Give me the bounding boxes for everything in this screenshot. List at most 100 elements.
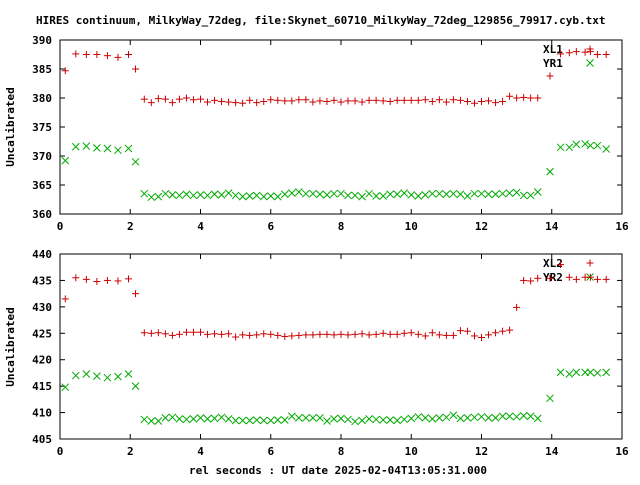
data-point-yr2: [175, 415, 184, 423]
data-point-xl1: [365, 96, 373, 104]
data-point-xl2: [534, 274, 542, 282]
data-point-xl1: [211, 96, 219, 104]
data-point-xl1: [309, 98, 317, 106]
x-tick-label: 8: [338, 220, 345, 233]
data-point-yr2: [358, 416, 366, 425]
data-point-xl2: [197, 328, 204, 336]
data-point-xl2: [218, 330, 226, 338]
data-point-yr1: [238, 192, 247, 201]
data-point-xl2: [400, 329, 408, 337]
data-point-xl1: [288, 97, 296, 105]
data-point-xl1: [204, 98, 212, 106]
data-point-yr1: [114, 146, 122, 155]
data-point-yr2: [302, 414, 310, 422]
data-point-yr2: [147, 417, 156, 425]
data-point-xl2: [365, 331, 373, 339]
data-point-xl2: [428, 329, 436, 337]
data-point-yr1: [505, 189, 514, 197]
data-point-yr2: [273, 416, 282, 424]
data-point-xl2: [527, 277, 535, 285]
data-point-xl2: [316, 330, 324, 338]
y-tick-label: 380: [32, 92, 52, 105]
data-point-xl1: [323, 97, 331, 105]
data-point-yr2: [203, 415, 212, 423]
data-point-yr1: [302, 189, 310, 198]
data-point-yr1: [103, 144, 112, 153]
data-point-xl1: [463, 97, 471, 105]
data-point-yr1: [435, 189, 444, 198]
data-point-yr2: [546, 394, 554, 403]
data-point-yr1: [463, 192, 472, 200]
data-point-yr2: [602, 368, 611, 377]
data-point-yr2: [400, 415, 409, 424]
data-point-xl1: [593, 51, 601, 58]
data-point-xl1: [393, 96, 401, 104]
data-point-xl2: [557, 261, 565, 269]
data-point-xl1: [546, 72, 554, 80]
data-point-yr1: [372, 192, 380, 200]
data-point-yr2: [491, 414, 500, 422]
data-point-yr1: [154, 192, 163, 201]
data-point-yr2: [421, 414, 430, 422]
x-tick-label: 6: [267, 445, 274, 458]
data-point-xl1: [435, 96, 443, 104]
data-point-xl2: [253, 331, 261, 339]
data-point-yr1: [217, 191, 226, 199]
data-point-xl1: [557, 50, 565, 58]
data-point-xl2: [132, 290, 140, 298]
data-point-yr1: [182, 190, 191, 199]
data-point-xl2: [140, 329, 148, 337]
data-point-xl2: [175, 330, 183, 338]
top-legend-label-yr1: YR1: [543, 57, 563, 70]
data-point-yr2: [61, 383, 70, 392]
y-tick-label: 435: [32, 274, 52, 287]
data-point-yr1: [82, 142, 91, 150]
top-axes-ticks: 0 2 4 6 8 10 12 14 16 360 365 370 375 380 385 390: [32, 34, 629, 233]
data-point-yr2: [154, 417, 163, 425]
data-point-xl2: [337, 330, 345, 338]
data-point-yr1: [602, 145, 611, 153]
data-point-yr2: [114, 372, 122, 381]
data-point-yr2: [210, 414, 219, 423]
data-point-xl1: [565, 49, 573, 57]
data-point-xl2: [82, 275, 90, 283]
data-point-xl1: [442, 98, 450, 106]
data-point-yr1: [365, 189, 373, 198]
data-point-xl2: [323, 330, 331, 338]
data-point-yr2: [168, 413, 177, 422]
x-tick-label: 4: [197, 445, 204, 458]
data-point-yr2: [140, 415, 149, 424]
data-point-xl1: [386, 97, 394, 105]
data-point-xl1: [478, 97, 485, 105]
data-point-yr1: [287, 189, 296, 197]
data-point-xl2: [72, 274, 80, 282]
data-point-yr2: [316, 414, 324, 422]
data-point-xl1: [344, 97, 352, 105]
data-point-yr2: [323, 417, 331, 425]
data-point-xl1: [337, 98, 345, 106]
data-point-xl1: [281, 97, 289, 105]
data-point-yr1: [442, 190, 451, 199]
y-tick-label: 405: [32, 433, 52, 446]
data-point-yr2: [196, 414, 205, 422]
data-point-xl2: [124, 275, 132, 283]
legend-marker-xl2: [586, 259, 594, 267]
data-point-yr2: [505, 412, 514, 421]
x-tick-label: 12: [475, 220, 488, 233]
data-point-yr2: [386, 416, 395, 424]
data-point-xl1: [421, 96, 429, 104]
y-tick-label: 390: [32, 34, 52, 47]
x-tick-label: 10: [405, 220, 418, 233]
data-point-yr1: [273, 192, 282, 201]
data-point-xl1: [330, 96, 338, 104]
x-tick-label: 0: [57, 445, 64, 458]
data-point-xl1: [93, 51, 101, 58]
data-point-xl2: [211, 330, 219, 338]
data-point-yr2: [224, 415, 233, 423]
data-point-yr2: [182, 415, 191, 424]
data-point-yr1: [428, 189, 437, 198]
data-point-yr2: [526, 412, 535, 421]
data-point-xl1: [372, 96, 380, 104]
data-point-xl1: [449, 96, 457, 104]
data-point-xl2: [463, 327, 471, 335]
